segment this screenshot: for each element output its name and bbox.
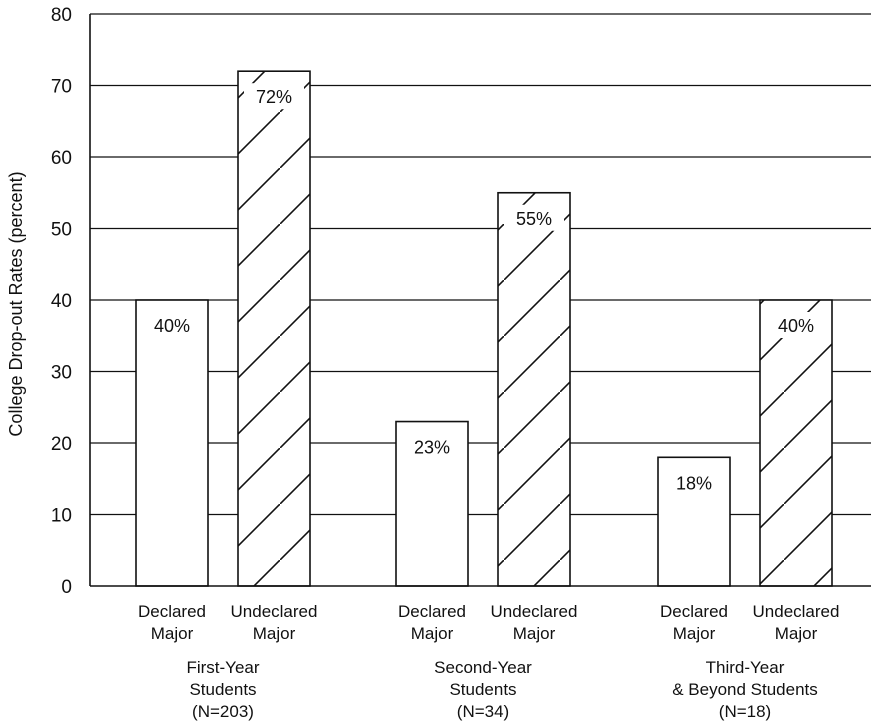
x-group-label: (N=34)	[457, 702, 509, 721]
y-tick-label: 50	[51, 220, 72, 241]
x-category-label: Undeclared	[753, 602, 840, 621]
bar-fill	[136, 300, 208, 586]
bar-value-label: 18%	[676, 473, 712, 493]
bar-value-label: 23%	[414, 438, 450, 458]
bar-value-label: 72%	[256, 87, 292, 107]
bar-label-bg	[402, 433, 462, 460]
x-category-label: Declared	[398, 602, 466, 621]
y-tick-label: 40	[51, 291, 72, 312]
bar-value-label: 40%	[154, 316, 190, 336]
x-group-label: (N=18)	[719, 702, 771, 721]
bar-label-bg	[664, 469, 724, 496]
x-group-label: Students	[189, 680, 256, 699]
x-category-label: Major	[513, 624, 556, 643]
x-category-label: Major	[673, 624, 716, 643]
y-tick-label: 20	[51, 434, 72, 455]
bar-hatch	[238, 71, 310, 586]
x-group-label: First-Year	[186, 658, 259, 677]
x-category-label: Undeclared	[491, 602, 578, 621]
bar-value-label: 55%	[516, 209, 552, 229]
x-group-label: Second-Year	[434, 658, 532, 677]
y-tick-label: 10	[51, 506, 72, 527]
x-category-label: Declared	[138, 602, 206, 621]
x-category-label: Declared	[660, 602, 728, 621]
x-category-label: Major	[411, 624, 454, 643]
x-group-label: & Beyond Students	[672, 680, 818, 699]
x-group-label: Third-Year	[706, 658, 785, 677]
x-category-label: Major	[253, 624, 296, 643]
y-tick-label: 80	[51, 5, 72, 26]
bar-label-bg	[504, 204, 564, 231]
x-category-label: Major	[775, 624, 818, 643]
bar-label-bg	[244, 83, 304, 110]
y-tick-label: 70	[51, 77, 72, 98]
y-tick-label: 0	[61, 577, 72, 598]
y-axis-title: College Drop-out Rates (percent)	[6, 171, 26, 436]
bar-hatch	[760, 300, 832, 586]
y-tick-label: 30	[51, 363, 72, 384]
x-category-label: Major	[151, 624, 194, 643]
x-category-label: Undeclared	[231, 602, 318, 621]
bar-hatch	[498, 192, 570, 586]
bar-label-bg	[766, 312, 826, 338]
bar-value-label: 40%	[778, 316, 814, 336]
bar-label-bg	[142, 312, 202, 338]
x-group-label: Students	[449, 680, 516, 699]
y-tick-label: 60	[51, 148, 72, 169]
x-group-label: (N=203)	[192, 702, 254, 721]
